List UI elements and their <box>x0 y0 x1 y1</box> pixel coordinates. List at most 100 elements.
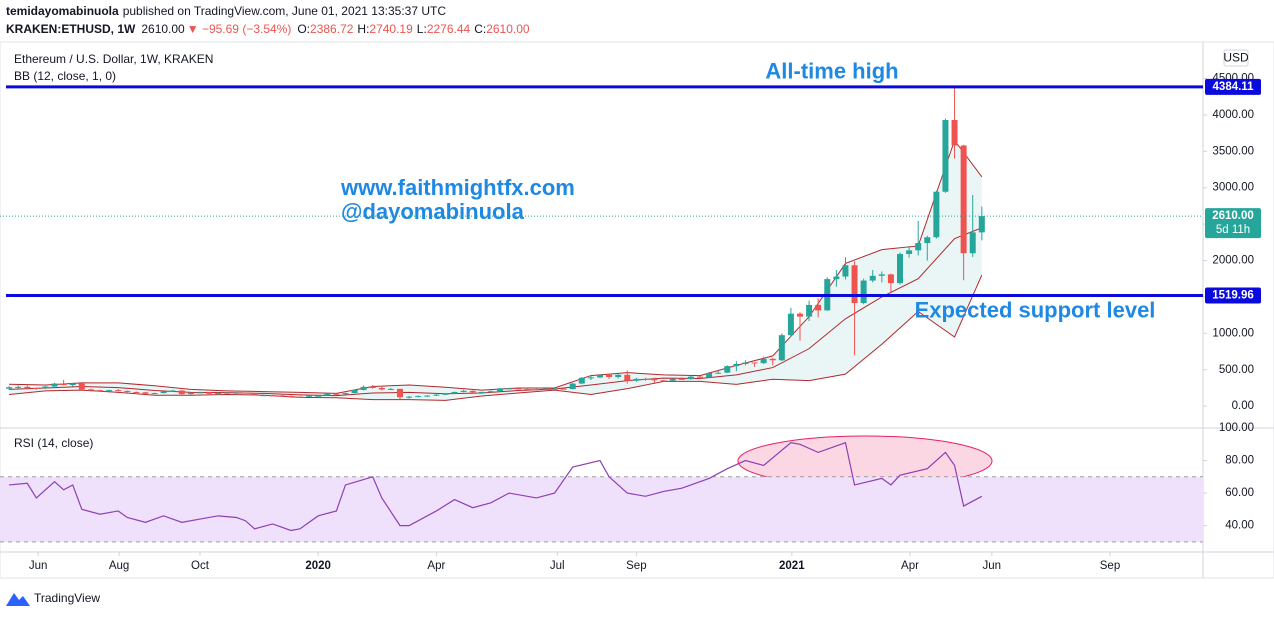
rsi-band <box>0 476 1203 542</box>
candle-body <box>460 390 467 392</box>
y-tick-label: 80.00 <box>1225 455 1254 467</box>
candle-body <box>924 237 931 244</box>
candle-body <box>260 395 267 397</box>
candle-body <box>324 393 331 396</box>
candle-body <box>797 313 803 317</box>
symbol: KRAKEN:ETHUSD, 1W <box>6 22 136 36</box>
candle-body <box>406 396 413 398</box>
x-tick-label: Sep <box>626 560 646 572</box>
y-tick-label: 4000.00 <box>1212 109 1254 121</box>
candle-body <box>669 378 676 381</box>
x-tick-label: Sep <box>1100 560 1120 572</box>
candle-body <box>551 388 558 390</box>
candle-body <box>715 372 722 374</box>
y-tick-label: 100.00 <box>1219 422 1254 434</box>
candle-body <box>24 386 31 388</box>
candle-body <box>760 358 767 364</box>
candle-body <box>542 388 549 390</box>
level-label: 4384.11 <box>1213 81 1255 93</box>
level-note: All-time high <box>765 59 898 84</box>
level-note: Expected support level <box>915 297 1156 322</box>
currency: USD <box>1223 51 1249 65</box>
level-tag <box>1205 78 1261 95</box>
candle-body <box>142 392 149 394</box>
candle-body <box>115 390 122 392</box>
candle-body <box>15 386 22 388</box>
candle-body <box>469 390 476 393</box>
candle-body <box>769 358 776 361</box>
y-tick-label: 500.00 <box>1219 364 1254 376</box>
ohlc-value: 2610.00 <box>486 22 530 36</box>
x-tick-label: Aug <box>109 560 129 572</box>
candle-body <box>497 388 503 392</box>
candle-body <box>906 250 913 254</box>
ohlc-value: 2276.44 <box>427 22 471 36</box>
candle-body <box>487 391 494 393</box>
candle-body <box>587 377 594 379</box>
logo-icon <box>6 593 30 606</box>
last-price-label: 2610.00 <box>1212 210 1254 222</box>
candle-body <box>351 389 358 394</box>
candle-body <box>660 380 667 382</box>
ohlc-label: L: <box>417 22 427 36</box>
candle-body <box>433 394 440 396</box>
candle-body <box>860 280 867 304</box>
x-tick-label: Oct <box>191 560 210 572</box>
candle-body <box>651 379 658 381</box>
candle-body <box>960 145 967 254</box>
candle-body <box>787 313 794 336</box>
candle-body <box>687 376 694 380</box>
candle-body <box>306 395 313 397</box>
plot: 0.00500.001000.001500.002000.002500.0030… <box>0 59 1261 572</box>
candle-body <box>6 387 13 389</box>
candle-body <box>51 383 58 387</box>
candle-body <box>33 387 40 389</box>
candle-body <box>606 374 613 378</box>
candle-body <box>515 388 522 390</box>
candle-body <box>124 390 131 392</box>
rsi-title: RSI (14, close) <box>14 436 93 450</box>
ohlc-value: 2386.72 <box>310 22 354 36</box>
bb-lower <box>9 274 983 401</box>
level-tag <box>1205 287 1261 304</box>
candle-body <box>287 395 294 397</box>
series-title: Ethereum / U.S. Dollar, 1W, KRAKEN <box>14 52 213 66</box>
candle-body <box>706 373 713 378</box>
candle-body <box>151 393 158 395</box>
countdown: 5d 11h <box>1216 224 1250 236</box>
candle-body <box>297 396 303 398</box>
candle-body <box>169 390 176 392</box>
x-tick-label: Apr <box>427 560 445 572</box>
ohlc-value: 2740.19 <box>369 22 413 36</box>
candle-body <box>678 378 685 380</box>
candle-body <box>878 274 885 276</box>
candle-body <box>533 389 540 391</box>
candle-body <box>233 392 240 394</box>
y-tick-label: 0.00 <box>1232 400 1254 412</box>
y-tick-label: 2000.00 <box>1212 255 1254 267</box>
watermark: @dayomabinuola <box>341 199 525 224</box>
candle-body <box>360 386 367 390</box>
brand: TradingView <box>34 591 100 605</box>
y-tick-label: 1000.00 <box>1212 327 1254 339</box>
candle-body <box>951 119 958 146</box>
candle-body <box>560 388 567 390</box>
candle-body <box>424 395 431 397</box>
candle-body <box>897 253 903 284</box>
x-tick-label: Jul <box>550 560 565 572</box>
x-tick-label: Apr <box>901 560 919 572</box>
candle-body <box>506 388 513 390</box>
candle-body <box>733 363 740 367</box>
author: temidayomabinuola <box>6 4 119 18</box>
candle-body <box>833 276 840 280</box>
candle-body <box>697 376 703 378</box>
candle-body <box>97 390 103 392</box>
candle-body <box>224 392 231 394</box>
candle-body <box>578 377 585 384</box>
candle-body <box>215 393 222 395</box>
candle-body <box>742 362 749 364</box>
x-tick-label: Jun <box>29 560 48 572</box>
candle-body <box>869 275 876 281</box>
candle-body <box>278 395 285 397</box>
